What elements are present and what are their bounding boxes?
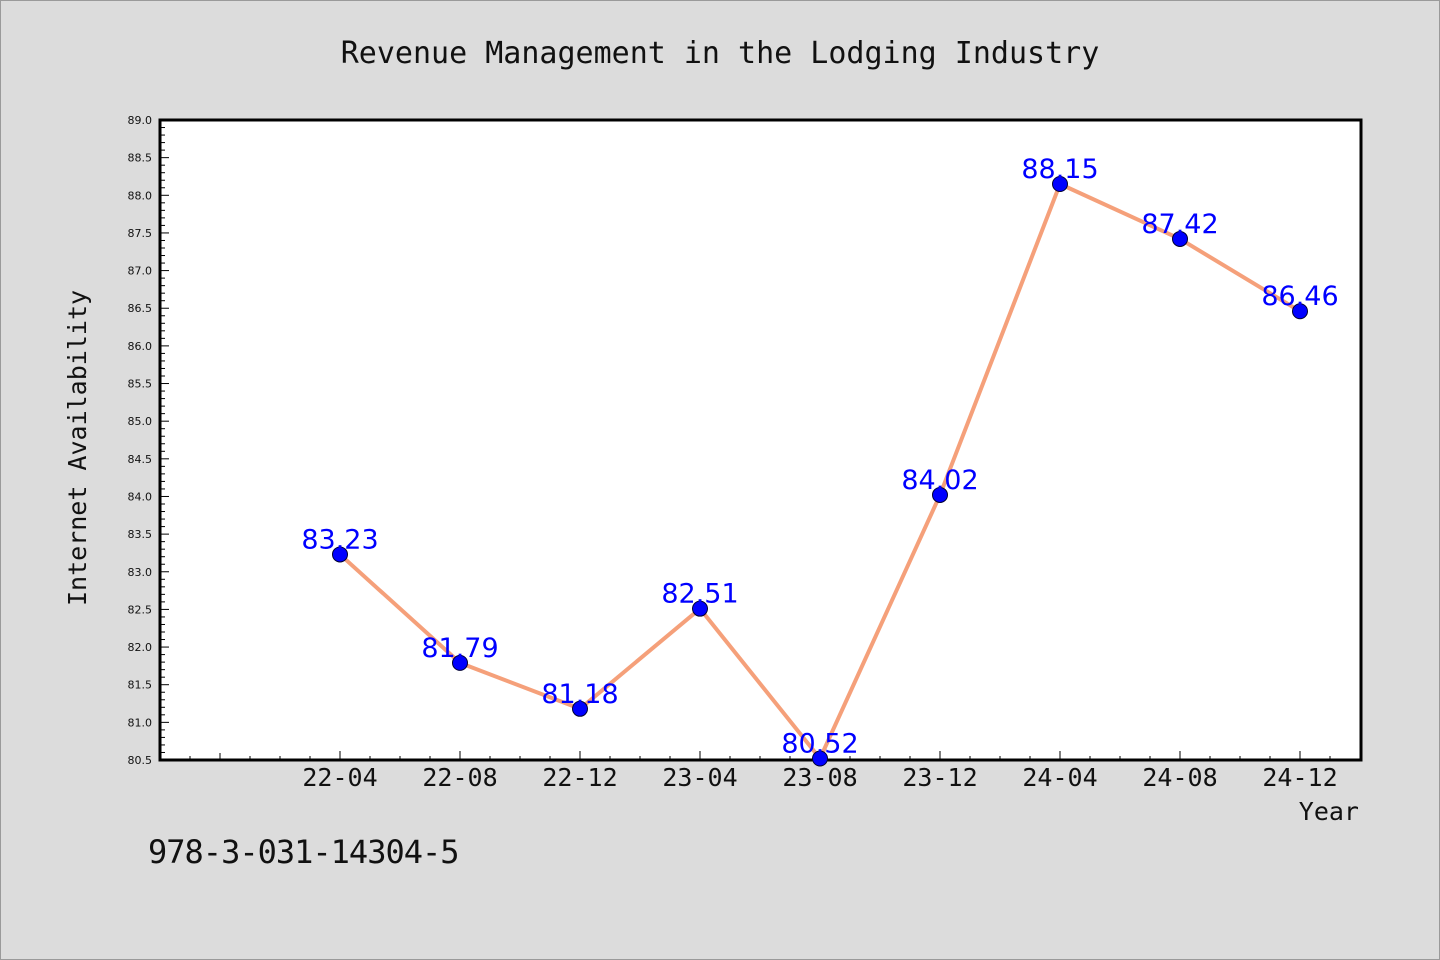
y-tick-label: 82.0 (128, 641, 153, 654)
x-tick-label: 23-04 (662, 763, 737, 792)
x-tick-label: 22-04 (302, 763, 377, 792)
data-point (1052, 176, 1068, 192)
y-tick-label: 83.0 (128, 566, 153, 579)
x-axis: 22-04 22-08 22-12 23-04 23-08 23-12 24-04 24-08… (189, 751, 1361, 792)
y-axis: 80.5 81.0 81.5 82.0 82.5 83.0 83.5 84.0 84.5 85.0… (128, 114, 169, 767)
data-label: 83.23 (301, 524, 378, 555)
data-point (1292, 303, 1308, 320)
x-axis-label: Year (1299, 797, 1359, 826)
y-tick-label: 87.0 (128, 265, 153, 278)
y-tick-label: 84.0 (128, 490, 153, 503)
y-tick-label: 81.0 (128, 716, 153, 729)
x-tick-label: 24-12 (1262, 763, 1337, 792)
x-tick-label: 22-12 (542, 763, 617, 792)
data-label: 87.42 (1141, 209, 1218, 240)
data-point (332, 546, 348, 563)
isbn-note: 978-3-031-14304-5 (148, 833, 460, 871)
plot-area (158, 118, 1363, 762)
data-label: 81.18 (541, 679, 618, 710)
data-point (452, 654, 468, 671)
data-label: 81.79 (421, 633, 498, 664)
y-tick-label: 85.0 (128, 415, 153, 428)
chart-title: Revenue Management in the Lodging Indust… (341, 36, 1100, 71)
data-point (692, 600, 708, 617)
x-tick-label: 23-08 (782, 763, 857, 792)
y-tick-label: 87.5 (128, 227, 153, 240)
x-tick-label: 24-04 (1022, 763, 1097, 792)
y-tick-label: 83.5 (128, 528, 153, 541)
y-tick-label: 84.5 (128, 453, 153, 466)
data-point (1172, 230, 1188, 247)
data-label: 80.52 (781, 728, 858, 759)
y-tick-label: 88.5 (128, 152, 153, 165)
data-point (932, 486, 948, 503)
y-tick-label: 86.5 (128, 302, 153, 315)
y-tick-label: 81.5 (128, 679, 153, 692)
data-points (332, 176, 1308, 767)
data-labels: 83.23 81.79 81.18 82.51 80.52 84.02 88.15 87.42… (301, 154, 1338, 759)
y-tick-label: 82.5 (128, 603, 153, 616)
y-tick-label: 86.0 (128, 340, 153, 353)
data-label: 86.46 (1261, 281, 1338, 312)
x-tick-label: 23-12 (902, 763, 977, 792)
data-label: 88.15 (1021, 154, 1098, 185)
x-tick-label: 24-08 (1142, 763, 1217, 792)
data-point (572, 700, 588, 717)
data-label: 84.02 (901, 465, 978, 496)
y-tick-label: 88.0 (128, 189, 153, 202)
y-axis-label: Internet Availability (63, 290, 92, 606)
x-tick-label: 22-08 (422, 763, 497, 792)
y-tick-label: 80.5 (128, 754, 153, 767)
data-point (812, 750, 828, 767)
y-tick-label: 89.0 (128, 114, 153, 127)
data-label: 82.51 (661, 579, 738, 610)
y-tick-label: 85.5 (128, 378, 153, 391)
